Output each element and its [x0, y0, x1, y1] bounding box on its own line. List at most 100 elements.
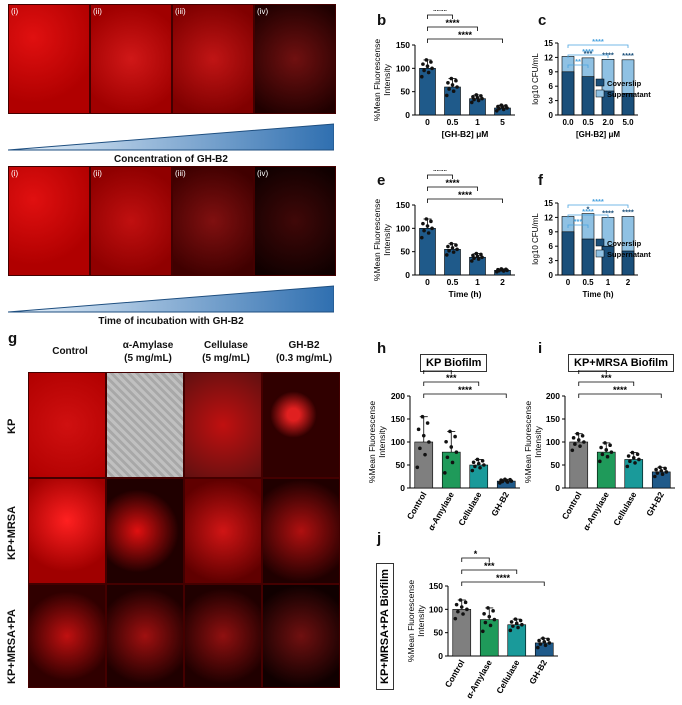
- y-tick-label: 50: [434, 628, 444, 638]
- data-point: [637, 457, 641, 462]
- x-tick-label: α-Amylase: [426, 490, 456, 532]
- significance-bracket: [461, 557, 490, 562]
- significance-label: ****: [622, 51, 634, 60]
- x-tick-label: α-Amylase: [464, 658, 494, 700]
- panel-label-f: f: [538, 172, 543, 189]
- legend-swatch-supernatant: [595, 89, 605, 98]
- data-point: [447, 87, 451, 91]
- data-point: [425, 224, 430, 228]
- g-col-ghb2: GH-B2 (0.3 mg/mL): [275, 340, 333, 364]
- data-point: [474, 251, 479, 256]
- y-tick-label: 12: [544, 213, 553, 222]
- y-tick-label: 150: [546, 414, 560, 424]
- data-point: [450, 83, 455, 87]
- data-point: [469, 259, 474, 263]
- roman-label: (ii): [93, 169, 102, 178]
- significance-label: *: [474, 549, 478, 559]
- bar-coverslip: [581, 238, 595, 276]
- data-point: [604, 448, 609, 452]
- data-point: [483, 620, 488, 625]
- y-tick-label: 150: [396, 200, 410, 210]
- data-point: [494, 109, 499, 113]
- micrograph-g-kpmrsa-control: [28, 478, 106, 584]
- micrograph-a-iv: (iv): [254, 4, 336, 114]
- panel-label-g: g: [8, 330, 18, 347]
- g-row-kp-mrsa: KP+MRSA: [6, 505, 18, 560]
- data-point: [546, 637, 550, 642]
- significance-bracket: [567, 204, 629, 208]
- data-point: [429, 219, 433, 224]
- data-point: [505, 106, 509, 110]
- data-point: [426, 231, 431, 235]
- data-point: [419, 235, 424, 240]
- data-point: [444, 439, 448, 444]
- data-point: [505, 268, 509, 273]
- data-point: [663, 466, 667, 471]
- y-axis-label: %Mean Fluorescense: [367, 401, 377, 483]
- data-point: [520, 622, 524, 627]
- panel-label-h: h: [377, 340, 387, 357]
- x-axis-label: Time (h): [449, 289, 482, 299]
- data-point: [658, 465, 662, 470]
- data-point: [578, 444, 582, 448]
- micrograph-g-kp-ghb2: [262, 372, 340, 478]
- data-point: [451, 89, 456, 93]
- data-point: [609, 450, 614, 454]
- significance-bracket: [578, 393, 662, 398]
- data-point: [501, 269, 506, 273]
- significance-label: ****: [458, 385, 473, 395]
- data-point: [443, 471, 447, 475]
- data-point: [449, 76, 454, 81]
- data-point: [479, 252, 483, 257]
- chart-h: 0 50 100 150 200 %Mean Fluorescense Intensity C…: [367, 370, 520, 532]
- significance-bracket: [567, 54, 609, 58]
- data-point: [475, 457, 480, 462]
- data-point: [424, 217, 429, 221]
- y-axis-label: log10 CFU/mL: [531, 213, 540, 265]
- data-point: [481, 629, 485, 634]
- legend-label: Coverslip: [607, 239, 642, 248]
- significance-bracket: [578, 381, 635, 386]
- data-point: [444, 93, 449, 98]
- micrograph-d-i: (i): [8, 166, 90, 276]
- data-point: [487, 614, 492, 619]
- data-point: [474, 93, 479, 97]
- data-point: [497, 268, 501, 273]
- y-tick-label: 200: [546, 391, 560, 401]
- y-tick-label: 100: [391, 437, 405, 447]
- significance-label: *: [587, 205, 590, 214]
- bar-coverslip: [581, 76, 595, 116]
- significance-label: ns: [432, 370, 443, 371]
- x-tick-label: GH-B2: [644, 490, 666, 518]
- significance-label: ****: [582, 207, 594, 216]
- bar: [452, 609, 472, 657]
- data-point: [659, 468, 664, 473]
- data-point: [630, 450, 635, 455]
- data-point: [423, 452, 427, 457]
- g-col-cellulase: Cellulase (5 mg/mL): [202, 340, 250, 364]
- data-point: [542, 639, 547, 644]
- x-tick-label: 5: [500, 117, 505, 127]
- micrograph-d-ii: (ii): [90, 166, 172, 276]
- panel-label-j: j: [377, 530, 382, 547]
- significance-bracket: [427, 186, 478, 191]
- data-point: [501, 107, 506, 112]
- significance-bracket: [567, 64, 589, 68]
- bar: [419, 228, 436, 276]
- data-point: [459, 605, 464, 609]
- y-tick-label: 150: [391, 414, 405, 424]
- data-point: [419, 74, 424, 79]
- data-point: [511, 624, 515, 628]
- data-point: [473, 464, 477, 469]
- data-point: [600, 452, 605, 457]
- significance-label: ****: [433, 10, 448, 16]
- y-tick-label: 9: [549, 228, 554, 237]
- y-tick-label: 50: [396, 460, 406, 470]
- data-point: [472, 256, 476, 260]
- data-point: [465, 607, 469, 612]
- micrograph-g-kp-amylase: [106, 372, 184, 478]
- bar-coverslip: [601, 90, 615, 116]
- x-tick-label: 1: [475, 117, 480, 127]
- micrograph-a-iii: (iii): [172, 4, 254, 114]
- data-point: [421, 221, 425, 226]
